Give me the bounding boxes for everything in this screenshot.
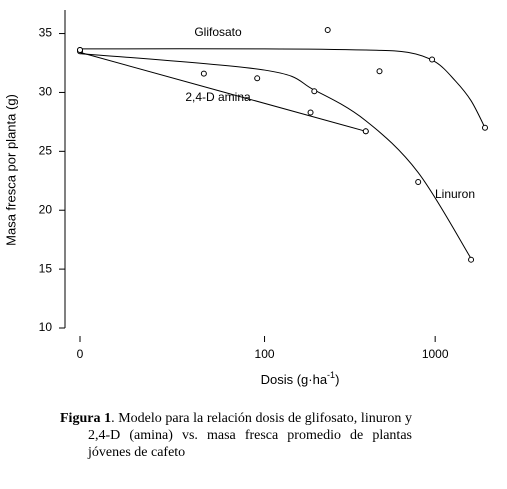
data-point xyxy=(200,70,207,77)
data-point xyxy=(415,178,422,185)
data-point xyxy=(376,68,383,75)
y-tick-label: 30 xyxy=(39,85,53,99)
fit-curve xyxy=(79,53,472,259)
x-label-main: Dosis (g·ha xyxy=(261,372,328,387)
data-point xyxy=(311,88,318,95)
x-tick-label: 0 xyxy=(77,347,84,361)
series-label: 2,4-D amina xyxy=(185,90,251,104)
series-label: Linuron xyxy=(435,187,475,201)
data-point xyxy=(307,109,314,116)
data-point xyxy=(468,256,475,263)
y-tick-label: 20 xyxy=(39,202,53,216)
y-tick-label: 10 xyxy=(39,320,53,334)
data-point xyxy=(254,75,261,82)
caption-label: Figura 1 xyxy=(60,411,112,426)
x-tick-label: 1000 xyxy=(422,347,449,361)
fit-curve xyxy=(79,51,366,132)
y-axis-label: Masa fresca por planta (g) xyxy=(3,94,18,246)
series-label: Glifosato xyxy=(194,25,242,39)
caption-text: . Modelo para la relación dosis de glifo… xyxy=(88,411,412,460)
y-tick-label: 35 xyxy=(39,26,53,40)
data-point xyxy=(429,56,436,63)
x-tick-label: 100 xyxy=(255,347,275,361)
data-point xyxy=(362,128,369,135)
data-point xyxy=(482,124,489,131)
chart: Masa fresca por planta (g) Dosis (g·ha-1… xyxy=(3,10,489,387)
data-point xyxy=(77,47,83,54)
x-axis-label: Dosis (g·ha-1) xyxy=(261,370,340,387)
x-label-sup: -1 xyxy=(327,370,335,380)
y-tick-label: 15 xyxy=(39,261,53,275)
caption: Figura 1. Modelo para la relación dosis … xyxy=(60,410,412,461)
x-label-end: ) xyxy=(335,372,339,387)
data-point xyxy=(324,27,331,34)
y-tick-label: 25 xyxy=(39,144,53,158)
fit-curve xyxy=(79,48,486,129)
